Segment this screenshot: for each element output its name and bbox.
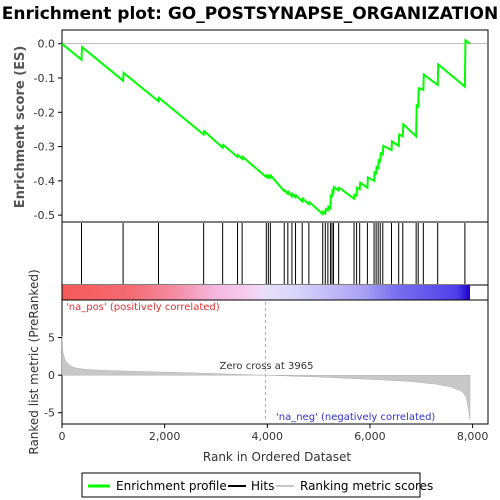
x-tick-label: 6,000 bbox=[354, 430, 386, 443]
negative-correlation-label: 'na_neg' (negatively correlated) bbox=[276, 412, 435, 423]
positive-correlation-label: 'na_pos' (positively correlated) bbox=[66, 302, 220, 313]
x-axis: 0 2,000 4,000 6,000 8,000 bbox=[59, 424, 489, 443]
metric-tick-label: -5 bbox=[44, 407, 55, 420]
x-tick-label: 2,000 bbox=[149, 430, 181, 443]
hits-panel bbox=[61, 221, 489, 286]
hit-markers bbox=[81, 223, 466, 284]
es-tick-label: -0.1 bbox=[34, 72, 55, 85]
metric-y-axis: 5 0 -5 bbox=[44, 332, 62, 420]
es-y-axis: 0.0 -0.1 -0.2 -0.3 -0.4 -0.5 bbox=[34, 38, 62, 222]
metric-tick-label: 5 bbox=[48, 332, 55, 345]
es-y-axis-title: Enrichment score (ES) bbox=[13, 46, 28, 209]
legend-label-hits: Hits bbox=[251, 479, 274, 493]
x-tick-label: 0 bbox=[59, 430, 66, 443]
es-tick-label: -0.2 bbox=[34, 106, 55, 119]
x-tick-label: 4,000 bbox=[252, 430, 284, 443]
metric-tick-label: 0 bbox=[48, 369, 55, 382]
enrichment-profile-line bbox=[61, 38, 471, 217]
x-axis-title: Rank in Ordered Dataset bbox=[203, 450, 351, 464]
zero-cross-label: Zero cross at 3965 bbox=[220, 361, 314, 372]
es-tick-label: -0.3 bbox=[34, 141, 55, 154]
es-tick-label: 0.0 bbox=[38, 38, 56, 51]
x-tick-label: 8,000 bbox=[457, 430, 489, 443]
legend-label-enrichment: Enrichment profile bbox=[116, 479, 227, 493]
es-tick-label: -0.4 bbox=[34, 175, 55, 188]
legend bbox=[81, 472, 421, 498]
ranking-metric-area bbox=[61, 336, 471, 421]
metric-y-axis-title: Ranked list metric (PreRanked) bbox=[27, 269, 41, 454]
ranking-color-bar bbox=[62, 285, 470, 300]
es-tick-label: -0.5 bbox=[34, 209, 55, 222]
legend-label-metric: Ranking metric scores bbox=[300, 479, 433, 493]
chart-title: Enrichment plot: GO_POSTSYNAPSE_ORGANIZA… bbox=[2, 4, 498, 24]
es-panel bbox=[61, 29, 489, 223]
metric-panel bbox=[61, 299, 489, 425]
